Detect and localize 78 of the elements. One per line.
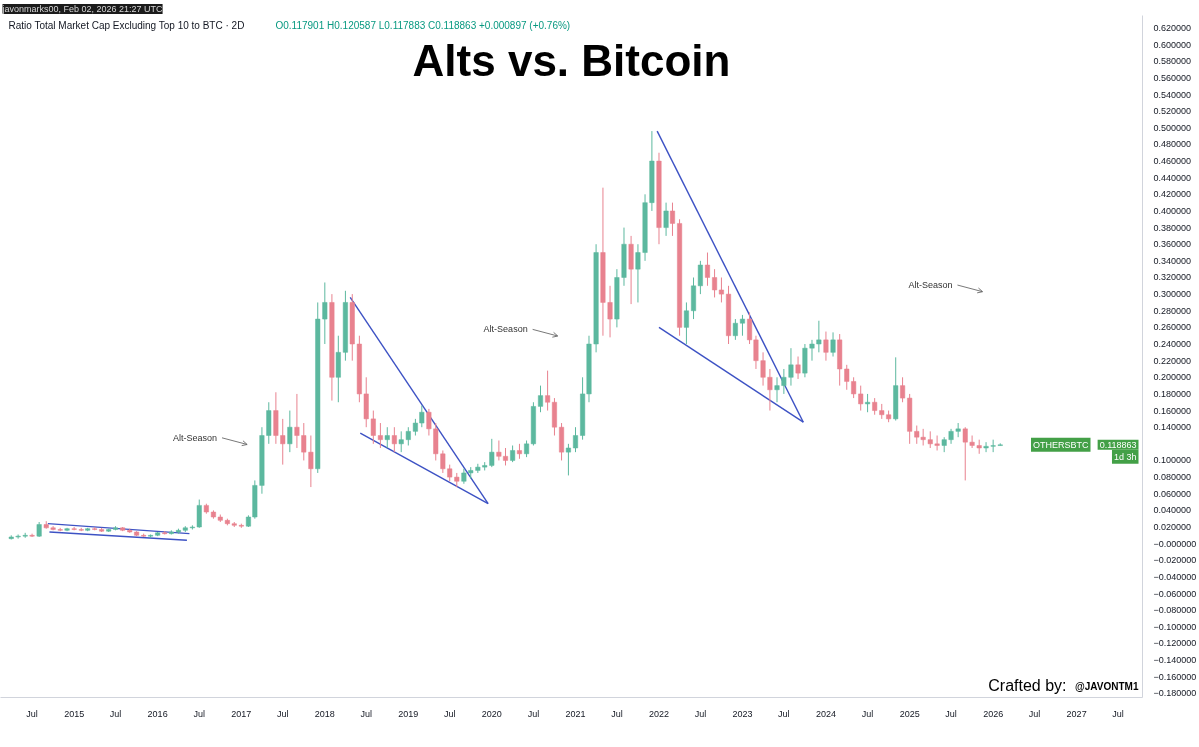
y-tick-label: 0.500000 bbox=[1153, 122, 1192, 133]
y-tick-label: −0.020000 bbox=[1153, 555, 1197, 566]
annotation: O0.117901 H0.120587 L0.117883 C0.118863 +0.000897 (+0.76%) bbox=[275, 20, 571, 31]
text: Alts vs. Bitcoin bbox=[412, 36, 731, 85]
y-tick-label: 0.020000 bbox=[1153, 522, 1192, 532]
annotation: @JAVONTM1 bbox=[1075, 681, 1139, 692]
x-tick-label: 2025 bbox=[899, 708, 920, 719]
annotation: 0.118863 bbox=[1099, 439, 1137, 450]
y-tick-label: 0.180000 bbox=[1153, 388, 1192, 399]
y-tick-label: 0.340000 bbox=[1153, 255, 1192, 266]
x-tick-label: Jul bbox=[1028, 708, 1041, 719]
y-tick-label: 0.440000 bbox=[1153, 172, 1192, 183]
y-tick-label: 0.560000 bbox=[1153, 72, 1192, 83]
x-tick-label: 2024 bbox=[815, 708, 836, 719]
x-tick-label: Jul bbox=[611, 708, 623, 719]
y-tick-label: 0.320000 bbox=[1153, 272, 1192, 283]
y-tick-label: 0.140000 bbox=[1153, 422, 1192, 433]
y-tick-label: 0.580000 bbox=[1153, 56, 1192, 67]
x-tick-label: 2021 bbox=[565, 708, 586, 719]
y-tick-label: 0.420000 bbox=[1153, 189, 1192, 200]
y-tick-label: 0.520000 bbox=[1153, 106, 1192, 117]
x-tick-label: 2023 bbox=[732, 708, 753, 719]
annotation: OTHERSBTC bbox=[1033, 439, 1089, 450]
chart-subtitle: Ratio Total Market Cap Excluding Top 10 to BTC · 2D bbox=[8, 20, 245, 31]
x-tick-label: 2026 bbox=[983, 708, 1004, 719]
x-tick-label: Jul bbox=[1112, 708, 1124, 719]
y-tick-label: 0.080000 bbox=[1153, 472, 1192, 483]
y-tick-label: −0.000000 bbox=[1153, 538, 1197, 549]
y-tick-label: −0.140000 bbox=[1153, 655, 1197, 666]
y-tick-label: 0.300000 bbox=[1153, 289, 1192, 300]
y-tick-label: 0.200000 bbox=[1153, 372, 1192, 383]
y-tick-label: 0.620000 bbox=[1153, 22, 1192, 33]
x-tick-label: Jul bbox=[109, 708, 122, 719]
x-tick-label: Jul bbox=[26, 708, 38, 719]
y-tick-label: 0.400000 bbox=[1153, 205, 1192, 216]
y-tick-label: 0.160000 bbox=[1153, 405, 1192, 416]
x-tick-label: 2019 bbox=[398, 708, 419, 719]
y-tick-label: −0.040000 bbox=[1153, 571, 1197, 582]
y-tick-label: −0.060000 bbox=[1153, 588, 1197, 599]
x-tick-label: 2022 bbox=[648, 708, 670, 719]
y-tick-label: 0.100000 bbox=[1153, 455, 1192, 466]
x-tick-label: 2015 bbox=[64, 708, 85, 719]
y-tick-label: 0.040000 bbox=[1153, 505, 1192, 516]
y-tick-label: 0.060000 bbox=[1153, 488, 1192, 499]
x-tick-label: Jul bbox=[276, 708, 289, 719]
x-tick-label: 2027 bbox=[1066, 708, 1087, 719]
x-tick-label: Jul bbox=[945, 708, 957, 719]
annotation: Crafted by: bbox=[988, 677, 1067, 694]
x-tick-label: 2016 bbox=[147, 708, 168, 719]
x-tick-label: 2020 bbox=[481, 708, 502, 719]
x-tick-label: Jul bbox=[527, 708, 540, 719]
y-tick-label: 0.220000 bbox=[1153, 355, 1192, 366]
annotation: Alt-Season bbox=[172, 432, 218, 443]
y-tick-label: 0.240000 bbox=[1153, 339, 1192, 350]
x-tick-label: Jul bbox=[443, 708, 456, 719]
y-tick-label: −0.120000 bbox=[1153, 638, 1197, 649]
annotation: Alt-Season bbox=[908, 280, 953, 291]
annotation: Alt-Season bbox=[483, 324, 528, 335]
x-tick-label: Jul bbox=[193, 708, 206, 719]
annotation: 1d 3h bbox=[1113, 451, 1137, 462]
y-tick-label: 0.460000 bbox=[1153, 156, 1192, 167]
y-tick-label: 0.280000 bbox=[1153, 305, 1192, 316]
y-tick-label: 0.380000 bbox=[1153, 222, 1192, 233]
y-tick-label: −0.160000 bbox=[1153, 671, 1197, 682]
x-tick-label: 2017 bbox=[231, 708, 252, 719]
y-tick-label: −0.100000 bbox=[1153, 621, 1197, 632]
y-tick-label: 0.600000 bbox=[1153, 39, 1192, 50]
x-tick-label: 2018 bbox=[314, 708, 335, 719]
y-tick-label: −0.080000 bbox=[1153, 605, 1197, 616]
x-tick-label: Jul bbox=[778, 708, 790, 719]
x-tick-label: Jul bbox=[861, 708, 874, 719]
y-tick-label: 0.480000 bbox=[1153, 139, 1192, 150]
x-tick-label: Jul bbox=[360, 708, 372, 719]
y-tick-label: 0.260000 bbox=[1153, 322, 1192, 333]
y-tick-label: −0.180000 bbox=[1153, 688, 1197, 699]
y-tick-label: 0.540000 bbox=[1153, 89, 1192, 100]
y-tick-label: 0.360000 bbox=[1153, 239, 1192, 250]
x-tick-label: Jul bbox=[694, 708, 707, 719]
